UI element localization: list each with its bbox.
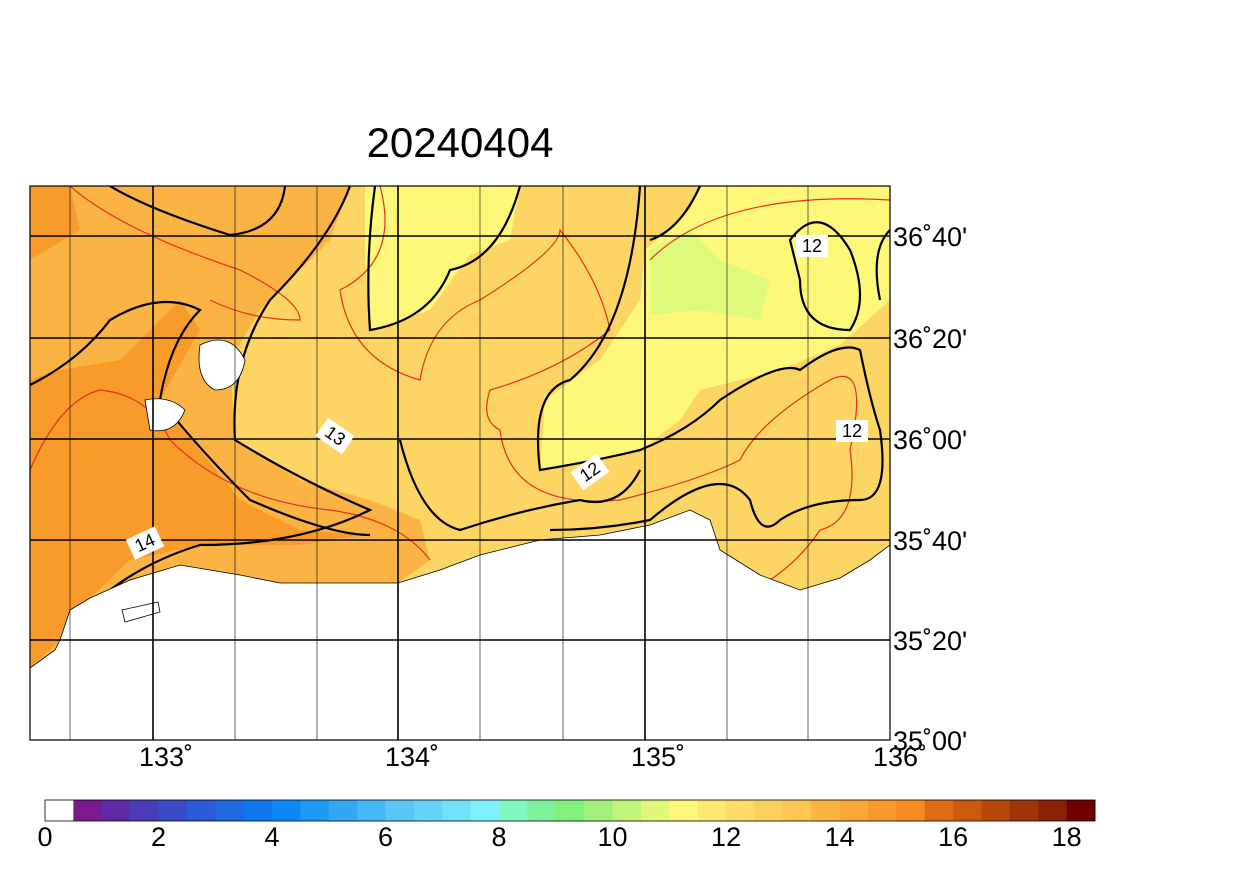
colorbar-segment <box>953 800 982 821</box>
colorbar-segment <box>782 800 812 821</box>
longitude-label: 136˚ <box>873 742 927 772</box>
colorbar-segment <box>499 800 528 821</box>
colorbar-segment <box>328 800 358 821</box>
colorbar-segment <box>243 800 273 821</box>
colorbar-segment <box>612 800 642 821</box>
island <box>144 398 186 432</box>
colorbar-segment <box>811 800 840 821</box>
colorbar-segment <box>158 800 188 821</box>
colorbar-segment <box>73 800 103 821</box>
colorbar-segment <box>130 800 159 821</box>
colorbar-frame <box>44 799 1096 822</box>
colorbar-label: 16 <box>938 822 968 852</box>
colorbar-segment <box>839 800 869 821</box>
colorbar-segment <box>45 800 74 821</box>
colorbar-segment <box>186 800 216 821</box>
colorbar-segment <box>442 800 471 821</box>
contour-label-text: 12 <box>802 236 822 256</box>
contour-label-box <box>315 417 355 455</box>
colorbar-label: 2 <box>151 822 166 852</box>
colorbar-segment <box>357 800 386 821</box>
colorbar-segment <box>272 800 301 821</box>
colorbar: 0 2 4 6 8 10 12 14 16 18 <box>37 799 1096 852</box>
colorbar-label: 6 <box>378 822 393 852</box>
coolest-region <box>650 230 770 320</box>
major-grid <box>30 186 890 740</box>
colorbar-segment <box>896 800 926 821</box>
colorbar-segment <box>584 800 613 821</box>
colorbar-segment <box>527 800 557 821</box>
longitude-label: 135˚ <box>631 742 685 772</box>
contour-label-box <box>570 453 610 491</box>
warmest-region <box>30 186 365 668</box>
latitude-label: 36˚20' <box>893 324 967 354</box>
colorbar-segment <box>669 800 699 821</box>
colorbar-segment <box>697 800 727 821</box>
contour-label-text: 12 <box>842 421 862 441</box>
minor-grid <box>69 186 809 740</box>
longitude-label: 133˚ <box>139 742 193 772</box>
map-frame <box>29 185 891 741</box>
labels: 133˚ 134˚ 135˚ 136˚ 36˚40' 36˚20' 36˚00' 35˚40'… <box>125 222 967 772</box>
colorbar-label: 10 <box>598 822 628 852</box>
colorbar-segment <box>867 800 897 821</box>
colorbar-segment <box>413 800 443 821</box>
contour-label: 12 <box>836 420 868 442</box>
contour-label-box <box>836 420 868 442</box>
colorbar-segment <box>924 800 954 821</box>
colorbar-segment <box>1009 800 1039 821</box>
cool-region <box>365 186 520 330</box>
colorbar-segment <box>385 800 415 821</box>
colorbar-segment <box>726 800 755 821</box>
latitude-label: 35˚40' <box>893 526 967 556</box>
colorbar-segment <box>640 800 670 821</box>
colorbar-label: 12 <box>711 822 741 852</box>
latitude-label: 35˚20' <box>893 626 967 656</box>
map-area <box>30 186 890 740</box>
colorbar-segment <box>1038 800 1067 821</box>
longitude-label: 134˚ <box>385 742 439 772</box>
colorbar-segment <box>1066 800 1096 821</box>
latitude-label: 35˚00' <box>893 726 967 756</box>
colorbar-segment <box>470 800 500 821</box>
latitude-label: 36˚40' <box>893 222 967 252</box>
colorbar-label: 4 <box>265 822 280 852</box>
colorbar-label: 18 <box>1052 822 1082 852</box>
colorbar-segment <box>215 800 244 821</box>
colorbar-label: 0 <box>37 822 52 852</box>
colorbar-label: 8 <box>492 822 507 852</box>
colorbar-segment <box>101 800 131 821</box>
title: 20240404 <box>367 119 554 166</box>
land <box>30 509 890 740</box>
island <box>121 601 161 623</box>
colorbar-label: 14 <box>825 822 855 852</box>
red-contours <box>30 186 890 581</box>
colorbar-segment <box>555 800 585 821</box>
contour-label-box <box>796 235 828 257</box>
latitude-label: 36˚00' <box>893 425 967 455</box>
contour-label-box <box>125 526 165 560</box>
colorbar-segment <box>300 800 330 821</box>
black-contours <box>30 186 890 591</box>
colorbar-segment <box>981 800 1011 821</box>
contour-label: 12 <box>796 235 828 257</box>
colorbar-segment <box>754 800 784 821</box>
